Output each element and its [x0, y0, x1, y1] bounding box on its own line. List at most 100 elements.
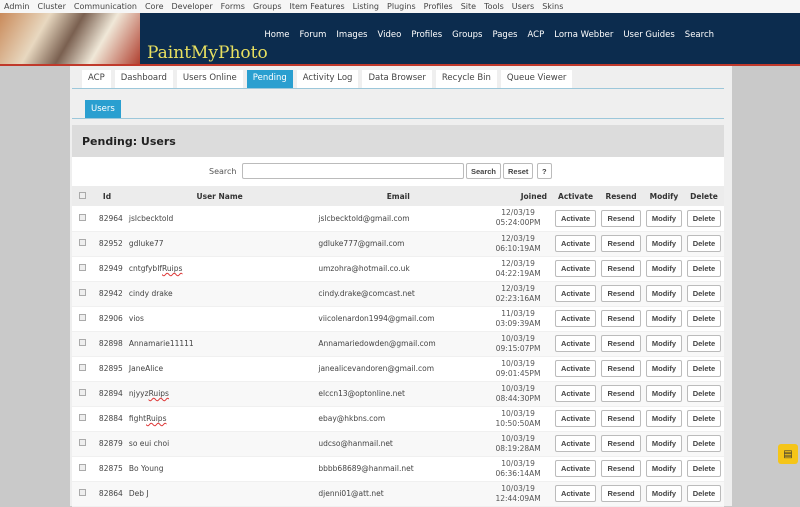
delete-button[interactable]: Delete	[686, 260, 722, 277]
modify-button[interactable]: Modify	[645, 410, 683, 427]
delete-button[interactable]: Delete	[686, 285, 722, 302]
activate-button[interactable]: Activate	[554, 410, 597, 427]
delete-button[interactable]: Delete	[686, 435, 722, 452]
resend-button[interactable]: Resend	[601, 335, 641, 352]
resend-button[interactable]: Resend	[601, 485, 641, 502]
activate-button[interactable]: Activate	[554, 460, 597, 477]
topmenu-item-profiles[interactable]: Profiles	[423, 2, 453, 11]
resend-button[interactable]: Resend	[601, 260, 641, 277]
search-button[interactable]: Search	[466, 163, 502, 179]
activate-button[interactable]: Activate	[554, 285, 597, 302]
delete-button[interactable]: Delete	[686, 360, 722, 377]
tab-recycle-bin[interactable]: Recycle Bin	[435, 70, 497, 88]
nav-item-acp[interactable]: ACP	[527, 30, 545, 40]
modify-button[interactable]: Modify	[645, 460, 683, 477]
topmenu-item-core[interactable]: Core	[144, 2, 164, 11]
topmenu-item-item-features[interactable]: Item Features	[289, 2, 345, 11]
modify-button[interactable]: Modify	[645, 485, 683, 502]
activate-button[interactable]: Activate	[554, 435, 597, 452]
nav-item-user-guides[interactable]: User Guides	[623, 30, 675, 40]
nav-item-images[interactable]: Images	[336, 30, 368, 40]
row-checkbox[interactable]	[79, 389, 87, 396]
row-checkbox[interactable]	[79, 264, 87, 271]
topmenu-item-developer[interactable]: Developer	[171, 2, 213, 11]
topmenu-item-users[interactable]: Users	[511, 2, 535, 11]
topmenu-item-communication[interactable]: Communication	[73, 2, 137, 11]
activate-button[interactable]: Activate	[554, 385, 597, 402]
row-checkbox[interactable]	[79, 489, 87, 496]
activate-button[interactable]: Activate	[554, 260, 597, 277]
resend-button[interactable]: Resend	[601, 435, 641, 452]
tab-users-online[interactable]: Users Online	[176, 70, 243, 88]
row-checkbox[interactable]	[79, 439, 87, 446]
activate-button[interactable]: Activate	[554, 310, 597, 327]
delete-button[interactable]: Delete	[686, 335, 722, 352]
modify-button[interactable]: Modify	[645, 360, 683, 377]
topmenu-item-plugins[interactable]: Plugins	[387, 2, 416, 11]
modify-button[interactable]: Modify	[645, 335, 683, 352]
nav-item-profiles[interactable]: Profiles	[411, 30, 443, 40]
resend-button[interactable]: Resend	[601, 385, 641, 402]
tab-queue-viewer[interactable]: Queue Viewer	[500, 70, 573, 88]
row-checkbox[interactable]	[79, 213, 87, 221]
modify-button[interactable]: Modify	[645, 285, 683, 302]
activate-button[interactable]: Activate	[554, 485, 597, 502]
topmenu-item-cluster[interactable]: Cluster	[37, 2, 66, 11]
topmenu-item-groups[interactable]: Groups	[252, 2, 282, 11]
topmenu-item-admin[interactable]: Admin	[4, 2, 30, 11]
nav-item-pages[interactable]: Pages	[492, 30, 518, 40]
modify-button[interactable]: Modify	[645, 209, 683, 227]
row-checkbox[interactable]	[79, 339, 87, 346]
nav-item-search[interactable]: Search	[684, 30, 714, 40]
modify-button[interactable]: Modify	[645, 435, 683, 452]
nav-item-home[interactable]: Home	[264, 30, 290, 40]
row-checkbox[interactable]	[79, 414, 87, 421]
delete-button[interactable]: Delete	[686, 385, 722, 402]
resend-button[interactable]: Resend	[601, 460, 641, 477]
subtab-users[interactable]: Users	[85, 100, 121, 118]
resend-button[interactable]: Resend	[601, 285, 641, 302]
modify-button[interactable]: Modify	[645, 260, 683, 277]
row-checkbox[interactable]	[79, 289, 87, 296]
modify-button[interactable]: Modify	[645, 310, 683, 327]
activate-button[interactable]: Activate	[554, 209, 597, 227]
delete-button[interactable]: Delete	[686, 310, 722, 327]
resend-button[interactable]: Resend	[601, 360, 641, 377]
tab-data-browser[interactable]: Data Browser	[362, 70, 432, 88]
nav-item-lorna-webber[interactable]: Lorna Webber	[554, 30, 614, 40]
nav-item-forum[interactable]: Forum	[299, 30, 327, 40]
resend-button[interactable]: Resend	[601, 235, 641, 252]
search-input[interactable]	[242, 163, 464, 179]
activate-button[interactable]: Activate	[554, 360, 597, 377]
activate-button[interactable]: Activate	[554, 335, 597, 352]
delete-button[interactable]: Delete	[686, 235, 722, 252]
tab-pending[interactable]: Pending	[246, 70, 293, 88]
row-checkbox[interactable]	[79, 364, 87, 371]
delete-button[interactable]: Delete	[686, 485, 722, 502]
delete-button[interactable]: Delete	[686, 460, 722, 477]
tab-acp[interactable]: ACP	[82, 70, 111, 88]
nav-item-video[interactable]: Video	[377, 30, 402, 40]
modify-button[interactable]: Modify	[645, 385, 683, 402]
resend-button[interactable]: Resend	[601, 310, 641, 327]
nav-item-groups[interactable]: Groups	[452, 30, 483, 40]
chat-bubble-icon[interactable]: ▤	[778, 444, 798, 464]
topmenu-item-forms[interactable]: Forms	[220, 2, 245, 11]
tab-activity-log[interactable]: Activity Log	[296, 70, 359, 88]
delete-button[interactable]: Delete	[686, 209, 722, 227]
modify-button[interactable]: Modify	[645, 235, 683, 252]
row-checkbox[interactable]	[79, 464, 87, 471]
resend-button[interactable]: Resend	[601, 410, 641, 427]
row-checkbox[interactable]	[79, 314, 87, 321]
topmenu-item-listing[interactable]: Listing	[352, 2, 380, 11]
row-checkbox[interactable]	[79, 239, 87, 246]
site-logo[interactable]: PaintMyPhoto	[147, 43, 268, 63]
topmenu-item-tools[interactable]: Tools	[484, 2, 504, 11]
reset-button[interactable]: Reset	[503, 163, 534, 179]
tab-dashboard[interactable]: Dashboard	[114, 70, 173, 88]
topmenu-item-skins[interactable]: Skins	[542, 2, 564, 11]
select-all-checkbox[interactable]	[79, 191, 87, 199]
topmenu-item-site[interactable]: Site	[460, 2, 477, 11]
activate-button[interactable]: Activate	[554, 235, 597, 252]
delete-button[interactable]: Delete	[686, 410, 722, 427]
